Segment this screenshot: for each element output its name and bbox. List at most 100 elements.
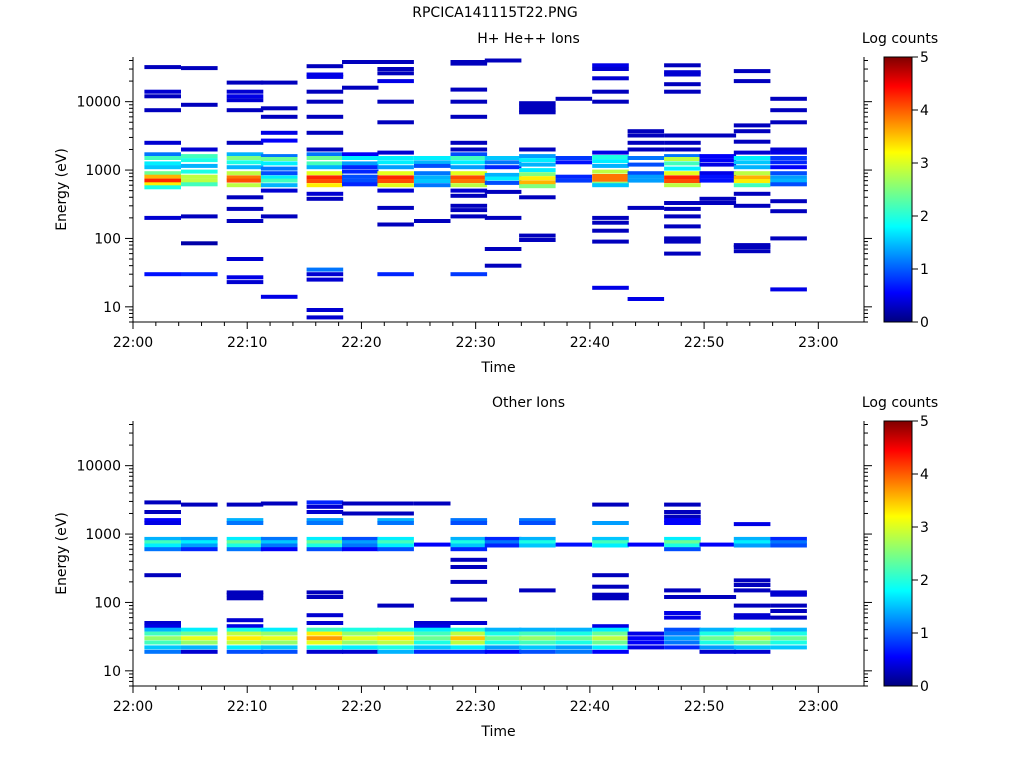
colorbar-tick-label: 3 (920, 156, 929, 172)
heatmap-cell (342, 543, 379, 548)
heatmap-cell (733, 129, 771, 134)
colorbar-tick-label: 1 (920, 626, 929, 642)
heatmap-cell (377, 518, 414, 523)
heatmap-cell (450, 645, 488, 650)
heatmap-cell (342, 540, 379, 545)
heatmap-cell (664, 171, 701, 176)
heatmap-cell (260, 294, 298, 299)
heatmap-cell (664, 631, 701, 636)
heatmap-cell (226, 592, 264, 597)
heatmap-cell (699, 154, 737, 159)
heatmap-cell (144, 621, 181, 625)
heatmap-cell (144, 518, 181, 523)
colorbar-tick-label: 0 (920, 679, 929, 695)
heatmap-cells-2 (144, 500, 807, 654)
heatmap-cell (664, 547, 701, 552)
heatmap-cell (342, 645, 379, 650)
heatmap-cell (699, 158, 737, 163)
heatmap-cell (592, 220, 629, 225)
colorbar-tick-label: 4 (920, 103, 929, 119)
heatmap-cell (306, 89, 344, 94)
colorbar-tick-label: 3 (920, 520, 929, 536)
heatmap-cell (144, 640, 181, 645)
heatmap-cell (519, 521, 556, 525)
heatmap-cell (450, 175, 488, 180)
heatmap-cell (555, 174, 593, 179)
heatmap-cell (770, 156, 807, 160)
heatmap-cell (484, 627, 522, 632)
heatmap-cell (699, 631, 737, 636)
heatmap-cell (484, 172, 522, 177)
heatmap-cell (181, 154, 218, 159)
heatmap-cell (699, 640, 737, 645)
heatmap-cell (592, 155, 629, 159)
heatmap-cell (414, 179, 451, 184)
heatmap-cell (733, 603, 771, 608)
heatmap-cell (342, 165, 379, 170)
heatmap-cell (414, 621, 451, 625)
heatmap-cell (306, 196, 344, 201)
heatmap-cell (226, 518, 264, 523)
heatmap-cell (226, 178, 264, 183)
heatmap-cell (226, 596, 264, 601)
heatmap-cell (484, 247, 522, 251)
heatmap-cell (260, 130, 298, 135)
heatmap-cell (377, 60, 414, 64)
heatmap-cell (181, 214, 218, 219)
heatmap-cell (306, 152, 344, 157)
heatmap-cell (306, 130, 344, 135)
x-tick-label: 22:00 (113, 335, 153, 351)
heatmap-cell (450, 87, 488, 92)
heatmap-cell (377, 649, 414, 654)
heatmap-cell (733, 139, 771, 144)
heatmap-cell (450, 140, 488, 145)
heatmap-cell (664, 154, 701, 159)
heatmap-cell (181, 636, 218, 641)
heatmap-cell (664, 206, 701, 211)
heatmap-cell (664, 72, 701, 77)
heatmap-cell (627, 156, 665, 160)
heatmap-cell (450, 543, 488, 548)
heatmap-cell (484, 636, 522, 641)
heatmap-cell (144, 178, 181, 183)
heatmap-cell (144, 649, 181, 654)
heatmap-cell (733, 79, 771, 84)
heatmap-cell (181, 66, 218, 71)
heatmap-cell (181, 536, 218, 541)
heatmap-cell (377, 171, 414, 176)
heatmap-cell (770, 615, 807, 620)
heatmap-cell (733, 540, 771, 545)
y-tick-label: 10 (103, 664, 121, 680)
heatmap-cell (519, 158, 556, 163)
heatmap-cell (592, 521, 629, 525)
heatmap-cell (592, 596, 629, 601)
heatmap-cell (377, 547, 414, 552)
heatmap-cell (306, 521, 344, 525)
heatmap-cell (664, 175, 701, 180)
heatmap-cell (519, 649, 556, 654)
heatmap-cell (555, 631, 593, 636)
heatmap-cell (450, 640, 488, 645)
heatmap-cell (699, 627, 737, 632)
heatmap-cell (414, 183, 451, 188)
heatmap-cell (226, 160, 264, 165)
heatmap-cell (306, 147, 344, 152)
heatmap-cell (592, 592, 629, 597)
heatmap-cell (555, 96, 593, 101)
heatmap-cell (450, 649, 488, 654)
heatmap-cell (770, 627, 807, 632)
heatmap-cell (592, 285, 629, 290)
heatmap-cell (144, 108, 181, 113)
heatmap-cell (519, 195, 556, 200)
heatmap-cell (226, 631, 264, 636)
heatmap-cell (377, 79, 414, 84)
heatmap-cell (260, 171, 298, 176)
heatmap-cell (144, 161, 181, 166)
heatmap-cell (627, 542, 665, 547)
heatmap-cell (306, 175, 344, 180)
heatmap-cell (144, 636, 181, 641)
heatmap-cell (733, 245, 771, 249)
heatmap-cell (555, 649, 593, 654)
heatmap-cell (592, 163, 629, 168)
heatmap-cell (260, 636, 298, 641)
